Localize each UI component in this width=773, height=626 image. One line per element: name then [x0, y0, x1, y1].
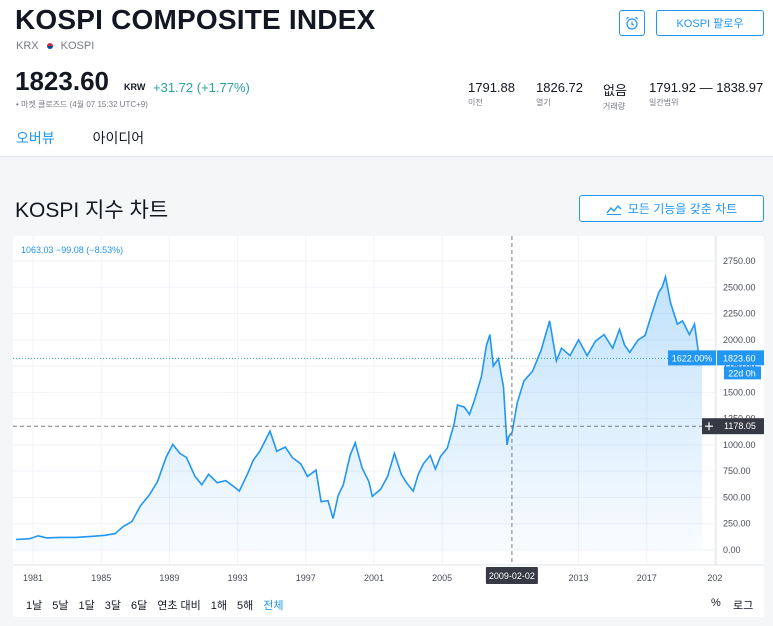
last-pct-bg: [668, 350, 716, 366]
y-tick-label: 1750.00: [723, 361, 756, 371]
x-tick-label: 202: [707, 573, 722, 583]
range-6m[interactable]: 6달: [131, 600, 148, 612]
x-tick-label: 1993: [228, 573, 248, 583]
log-toggle[interactable]: 로그: [733, 600, 754, 612]
stat-day-range: 1791.92 — 1838.97 일간범위: [649, 80, 763, 108]
range-ytd[interactable]: 연초 대비: [157, 600, 201, 612]
x-tick-label: 2017: [637, 573, 657, 583]
crosshair-value-bg: [702, 418, 764, 435]
y-tick-label: 2250.00: [723, 309, 756, 319]
stat-value: 없음: [603, 83, 627, 98]
stat-label: 열기: [536, 98, 551, 107]
y-tick-label: 2500.00: [723, 282, 756, 292]
price-change: +31.72 (+1.77%): [153, 80, 250, 95]
crosshair-date-label: 2009-02-02: [489, 571, 535, 581]
symbol-meta: KRX KOSPI: [16, 40, 94, 52]
currency-label: KRW: [124, 82, 146, 92]
chart-area-fill: [16, 276, 703, 550]
x-tick-label: 2001: [364, 573, 384, 583]
alarm-clock-icon: [626, 16, 638, 30]
range-all[interactable]: 전체: [263, 600, 284, 612]
exchange-label[interactable]: KRX: [16, 40, 39, 52]
tab-ideas[interactable]: 아이디어: [92, 130, 145, 146]
crosshair-date-bg: [485, 567, 538, 584]
range-5y[interactable]: 5해: [237, 600, 254, 612]
chart-line-icon: [606, 204, 622, 215]
x-tick-label: 1989: [159, 573, 179, 583]
chart-section-title: KOSPI 지수 차트: [15, 199, 169, 222]
stat-prev-close: 1791.88 이전: [468, 80, 515, 108]
chart-annotation: 1063.03 −99.08 (−8.53%): [21, 245, 123, 255]
follow-button[interactable]: KOSPI 팔로우: [656, 10, 764, 36]
stat-value: 1791.88: [468, 80, 515, 95]
tab-overview[interactable]: 오버뷰: [16, 128, 55, 158]
last-price-label: 1823.60: [723, 353, 756, 363]
x-tick-label: 1985: [91, 573, 111, 583]
range-5d[interactable]: 5날: [52, 600, 69, 612]
y-tick-label: 750.00: [723, 466, 751, 476]
y-tick-label: 2000.00: [723, 335, 756, 345]
stat-value: 1791.92 — 1838.97: [649, 80, 764, 95]
market-status: • 마켓 클로즈드 (4월 07 15:32 UTC+9): [16, 100, 148, 109]
x-tick-label: 1997: [296, 573, 316, 583]
countdown-label: 22d 0h: [728, 368, 756, 378]
chart-series-line: [15, 273, 703, 541]
range-1y[interactable]: 1해: [210, 600, 228, 612]
time-axis: 1981 1985 1989 1993 1997 2001 2005 2013 2017 202: [23, 573, 722, 583]
x-tick-label: 2013: [569, 573, 589, 583]
tabs-divider: [0, 156, 773, 157]
price-axis: 2750.00 2500.00 2250.00 2000.00 1750.00 1500.…: [723, 256, 756, 555]
full-chart-button[interactable]: 모든 기능을 갖춘 차트: [579, 195, 764, 222]
chart-panel[interactable]: 2750.00 2500.00 2250.00 2000.00 1750.00 1500.…: [13, 236, 764, 617]
last-price-bg: [717, 350, 764, 366]
y-tick-label: 500.00: [723, 492, 751, 502]
last-price: 1823.60: [15, 66, 109, 96]
y-tick-label: 0.00: [723, 545, 741, 555]
stat-label: 일간범위: [649, 98, 679, 107]
y-tick-label: 250.00: [723, 519, 751, 529]
crosshair-value-label: 1178.05: [724, 421, 756, 431]
page-title: KOSPI COMPOSITE INDEX: [15, 4, 376, 35]
range-selector: 1날 5날 1달 3달 6달 연초 대비 1해 5해 전체: [26, 597, 294, 613]
x-tick-label: 2005: [432, 573, 452, 583]
stat-volume: 없음 거래량: [603, 80, 627, 112]
percent-toggle[interactable]: %: [711, 597, 721, 609]
kospi-area-chart[interactable]: 2750.00 2500.00 2250.00 2000.00 1750.00 1500.…: [13, 236, 764, 617]
stat-open: 1826.72 열기: [536, 80, 583, 108]
crosshair-plus-icon: [705, 422, 713, 431]
axis-labels: 2009-02-02 1178.05 1622.00% 1823.60 22d 0h: [485, 350, 764, 584]
range-1d[interactable]: 1날: [26, 600, 43, 612]
stat-label: 이전: [468, 98, 483, 107]
countdown-bg: [724, 366, 761, 380]
stat-value: 1826.72: [536, 80, 583, 95]
last-pct-label: 1622.00%: [672, 353, 713, 363]
page-tabs: 오버뷰 아이디어: [16, 128, 144, 158]
range-3m[interactable]: 3달: [104, 600, 121, 612]
range-1m[interactable]: 1달: [78, 600, 95, 612]
y-tick-label: 1000.00: [723, 440, 756, 450]
y-tick-label: 2750.00: [723, 256, 756, 266]
stat-label: 거래량: [603, 102, 626, 111]
full-chart-label: 모든 기능을 갖춘 차트: [627, 202, 738, 216]
korea-flag-icon: [44, 42, 56, 51]
alarm-button[interactable]: [619, 10, 645, 36]
y-tick-label: 1500.00: [723, 387, 756, 397]
symbol-label[interactable]: KOSPI: [60, 40, 95, 52]
x-tick-label: 1981: [23, 573, 43, 583]
